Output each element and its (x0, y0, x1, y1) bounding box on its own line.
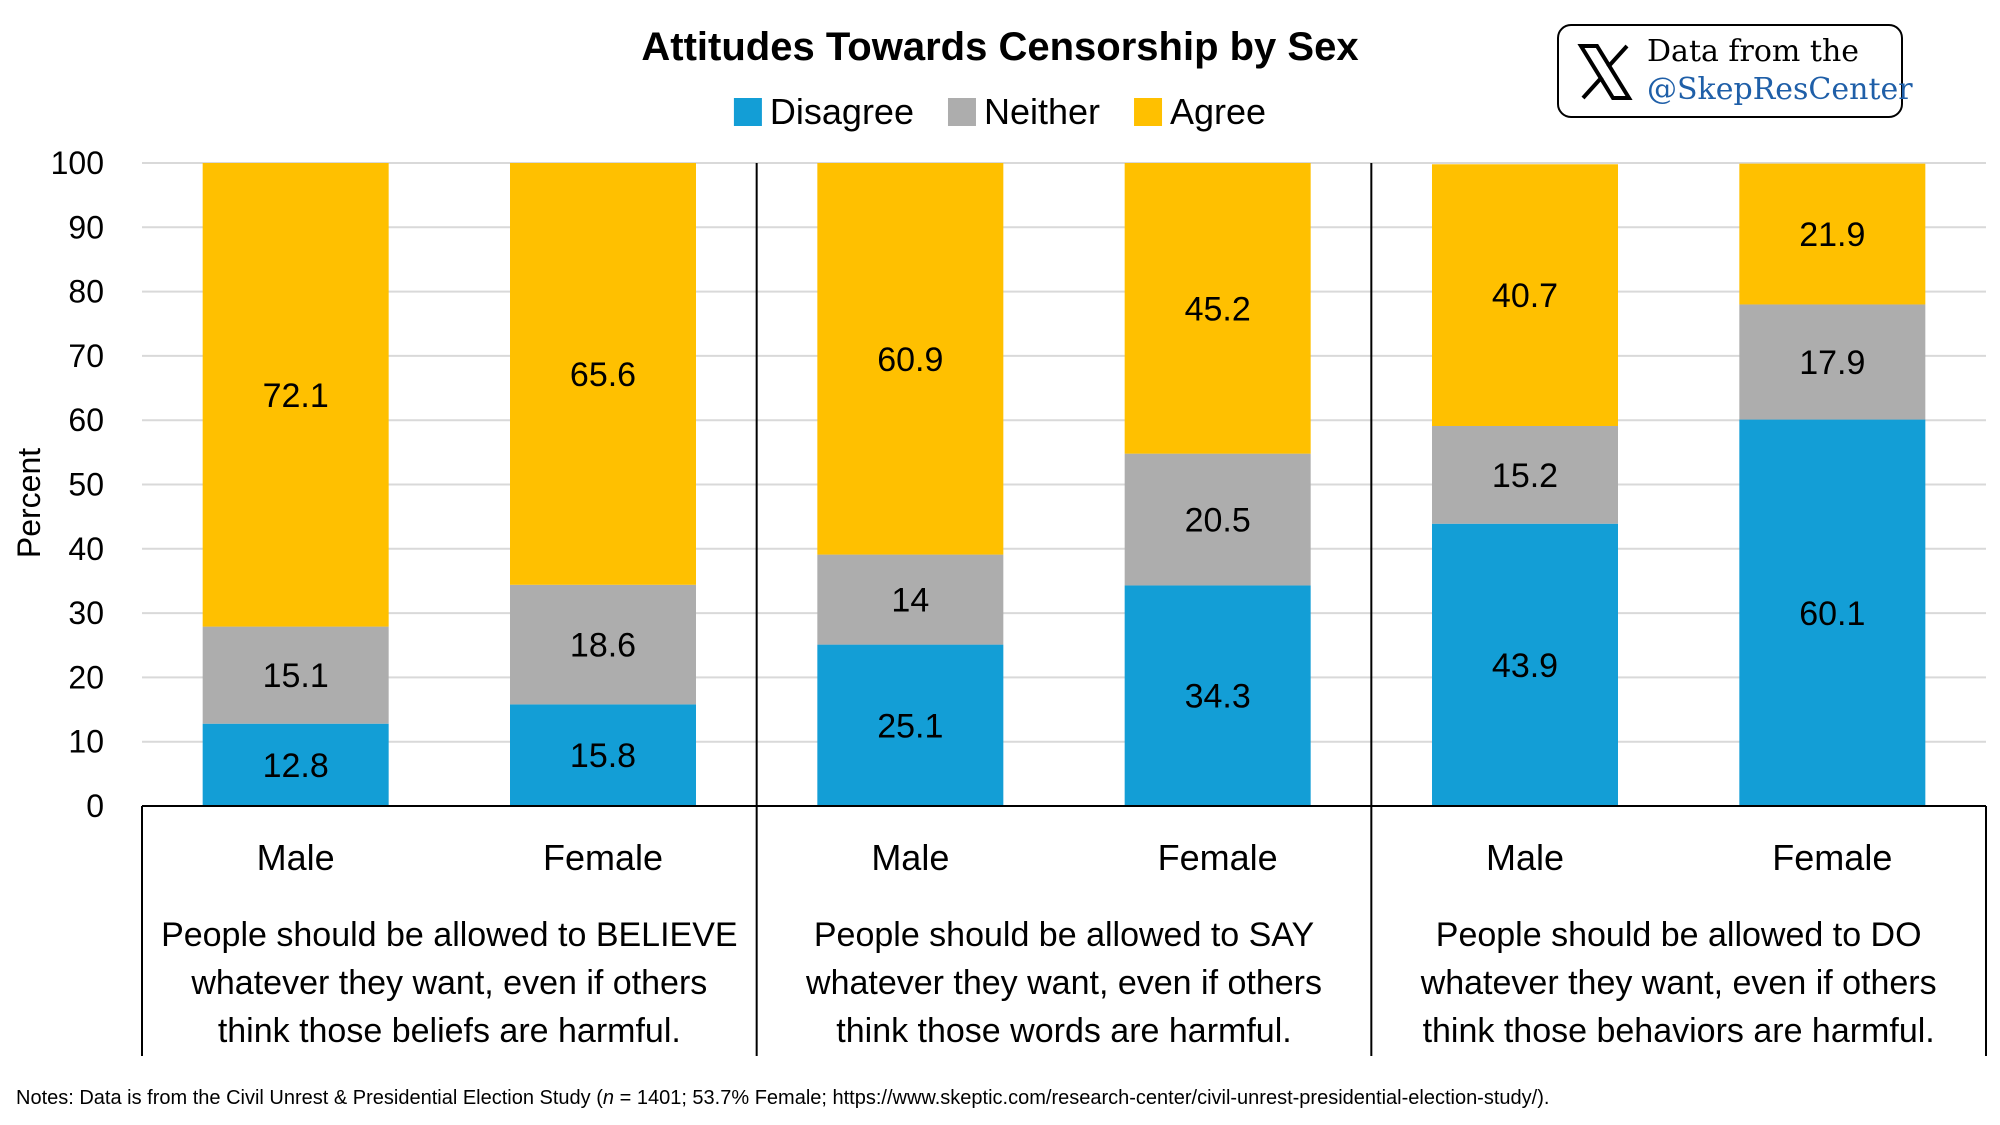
y-tick-label: 60 (68, 402, 104, 438)
data-label: 45.2 (1185, 290, 1251, 328)
category-frame (141, 163, 1987, 1056)
y-tick-label: 10 (68, 724, 104, 760)
x-group-label: think those behaviors are harmful. (1423, 1012, 1935, 1050)
bar-segment-neither (202, 626, 389, 724)
data-label: 14 (891, 582, 929, 620)
badge-text: Data from the (1647, 34, 1860, 69)
data-label: 60.1 (1799, 595, 1865, 633)
data-label: 18.6 (570, 627, 636, 665)
bar-segment-agree (1124, 163, 1311, 454)
data-source-badge[interactable]: Data from the @SkepResCenter (1557, 24, 1913, 118)
data-label: 15.1 (263, 657, 329, 695)
legend-swatch-agree (1134, 98, 1163, 126)
bars: 12.8 15.1 72.1 15.8 18.6 65.6 25.1 14 60.9 34.3 20… (202, 163, 1926, 806)
legend-swatch-neither (947, 98, 976, 126)
x-group-label: think those words are harmful. (836, 1012, 1291, 1050)
y-tick-label: 30 (68, 595, 104, 631)
data-label: 72.1 (263, 377, 329, 415)
data-label: 21.9 (1799, 216, 1865, 254)
bar-segment-agree (1432, 164, 1618, 426)
legend-label: Agree (1170, 91, 1266, 132)
y-tick-label: 20 (68, 659, 104, 695)
bar-segment-neither (1739, 304, 1926, 420)
bar-segment-disagree (1739, 419, 1926, 806)
bar-segment-disagree (510, 704, 696, 806)
legend-label: Neither (984, 91, 1100, 132)
y-tick-label: 40 (68, 531, 104, 567)
y-axis: 0 10 20 30 40 50 60 70 80 90 100 (51, 145, 104, 824)
gridlines (142, 162, 1986, 743)
data-label: 20.5 (1185, 502, 1251, 540)
y-tick-label: 50 (68, 467, 104, 503)
bar-segment-neither (510, 584, 696, 705)
x-group-label: People should be allowed to SAY (814, 916, 1314, 954)
bar-segment-neither (1432, 425, 1618, 524)
chart-notes: Notes: Data is from the Civil Unrest & P… (16, 1087, 1549, 1110)
data-label: 12.8 (263, 747, 329, 785)
x-category-label: Female (543, 837, 663, 878)
data-label: 25.1 (877, 707, 943, 745)
y-tick-label: 100 (51, 145, 104, 181)
x-category-label: Male (257, 837, 335, 878)
x-category-label: Male (871, 837, 949, 878)
data-label: 65.6 (570, 356, 636, 394)
notes-prefix: Notes: Data is from the Civil Unrest & P… (16, 1087, 603, 1109)
data-label: 34.3 (1185, 678, 1251, 716)
notes-n: n (602, 1087, 615, 1109)
x-group-label: whatever they want, even if others (1420, 964, 1937, 1002)
bar-segment-disagree (817, 644, 1004, 806)
y-tick-label: 90 (68, 209, 104, 245)
x-logo-icon (1577, 44, 1633, 100)
chart-title: Attitudes Towards Censorship by Sex (641, 25, 1358, 69)
legend-swatch-disagree (733, 98, 762, 126)
bar-segment-disagree (202, 723, 389, 806)
bar-segment-neither (1124, 453, 1311, 586)
x-group-label: People should be allowed to DO (1436, 916, 1922, 954)
x-category-label: Male (1486, 837, 1564, 878)
data-label: 15.8 (570, 737, 636, 775)
data-label: 60.9 (877, 341, 943, 379)
bar-segment-agree (202, 163, 389, 627)
bar-segment-disagree (1432, 523, 1618, 806)
x-category-label: Female (1772, 837, 1892, 878)
legend-label: Disagree (770, 91, 914, 132)
bar-segment-agree (1739, 163, 1926, 305)
bar-segment-agree (817, 163, 1004, 555)
y-tick-label: 80 (68, 274, 104, 310)
data-label: 40.7 (1492, 277, 1558, 315)
bar-segment-disagree (1124, 585, 1311, 806)
x-group-label: whatever they want, even if others (190, 964, 707, 1002)
y-axis-label: Percent (11, 448, 47, 558)
data-label: 43.9 (1492, 647, 1558, 685)
x-category-label: Female (1158, 837, 1278, 878)
badge-handle-link[interactable]: @SkepResCenter (1647, 72, 1913, 107)
notes-suffix: = 1401; 53.7% Female; https://www.skepti… (614, 1087, 1550, 1109)
bar-segment-neither (817, 554, 1004, 645)
x-group-label: whatever they want, even if others (805, 964, 1322, 1002)
x-group-label: think those beliefs are harmful. (218, 1012, 681, 1050)
data-label: 17.9 (1799, 344, 1865, 382)
chart-legend: Disagree Neither Agree (733, 91, 1266, 132)
x-axis-labels: Male Female People should be allowed to BE… (161, 837, 1937, 1050)
x-group-label: People should be allowed to BELIEVE (161, 916, 738, 954)
data-label: 15.2 (1492, 457, 1558, 495)
y-tick-label: 70 (68, 338, 104, 374)
bar-segment-agree (510, 163, 696, 585)
y-tick-label: 0 (86, 788, 104, 824)
